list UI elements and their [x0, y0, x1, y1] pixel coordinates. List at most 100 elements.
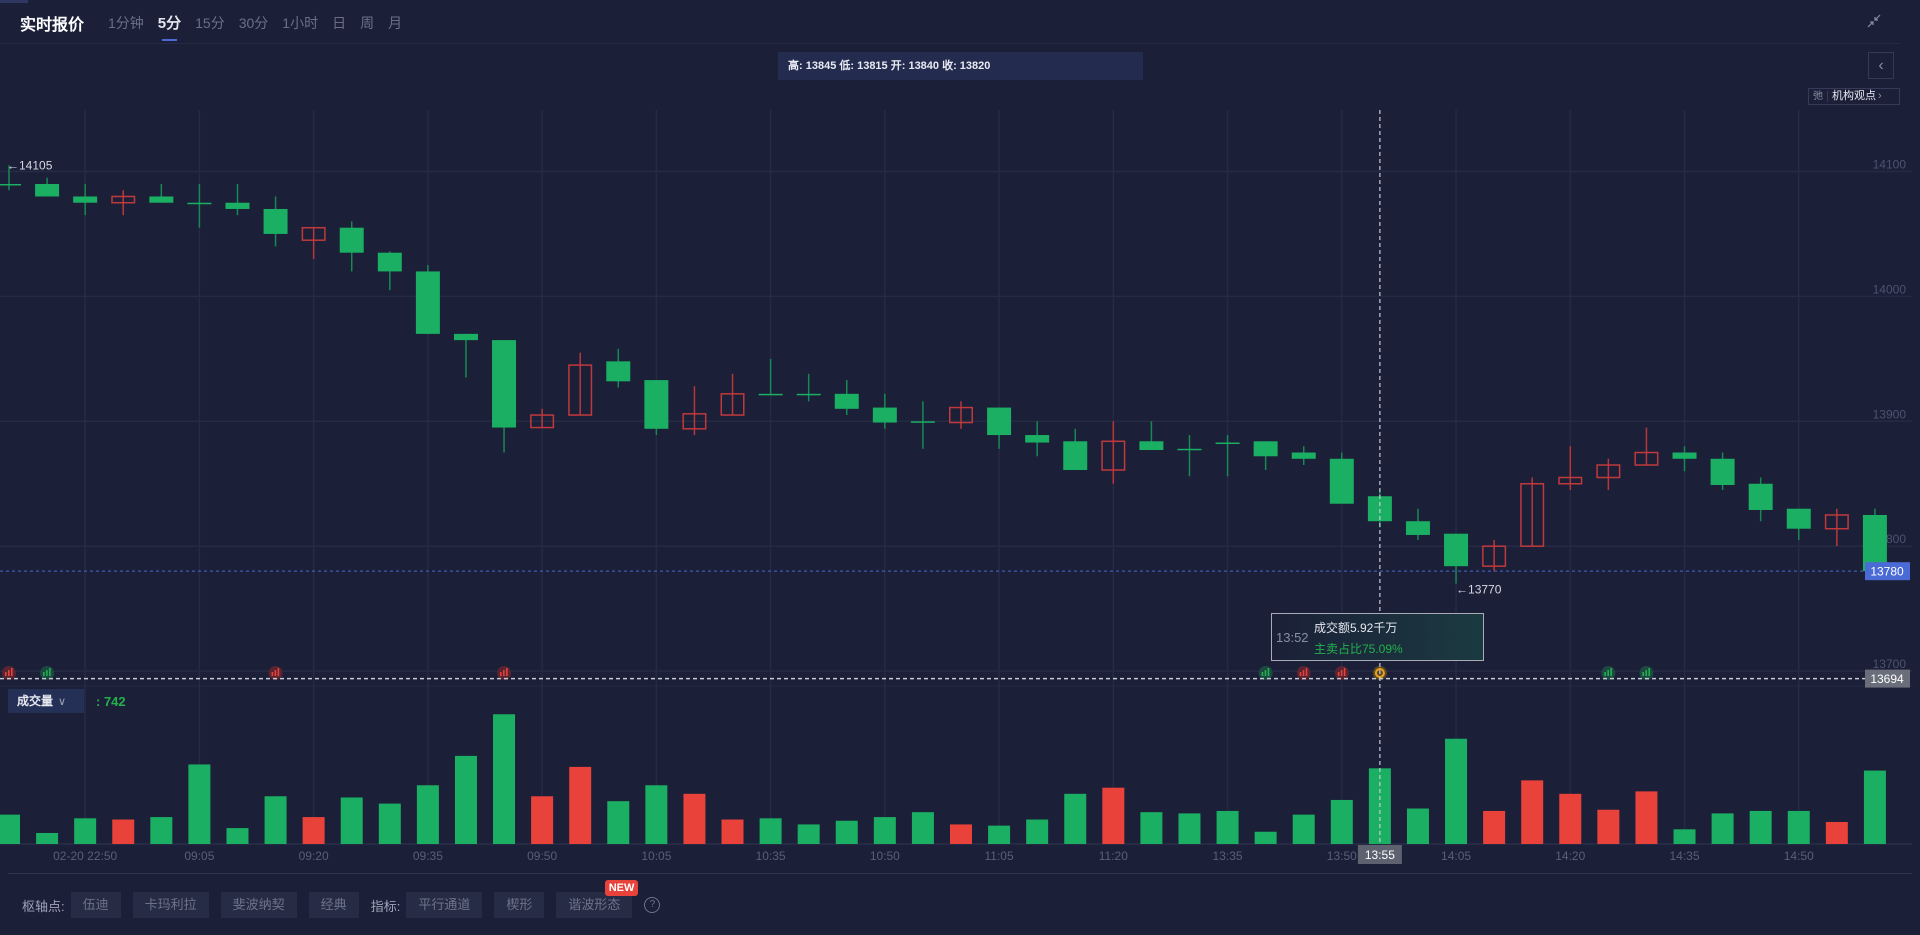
help-icon[interactable]: ? — [644, 897, 661, 913]
time-axis-label: 10:05 — [641, 849, 671, 863]
signal-bar — [500, 672, 502, 676]
collapse-arrows-icon[interactable] — [1866, 13, 1882, 29]
volume-bar — [911, 812, 934, 844]
volume-bar — [607, 801, 630, 844]
tab-30min[interactable]: 30分 — [238, 15, 269, 31]
pivot-fibonacci-button[interactable]: 斐波纳契 — [220, 892, 297, 918]
pivot-camarilla-button[interactable]: 卡玛利拉 — [132, 892, 209, 918]
volume-bar — [1749, 810, 1772, 844]
chevron-right-icon: › — [1878, 90, 1882, 102]
volume-select-label: 成交量 — [17, 694, 54, 708]
volume-bar — [645, 785, 668, 844]
candle-body — [1824, 514, 1849, 530]
volume-bar — [454, 755, 477, 844]
crosshair-price-label: 13694 — [1870, 672, 1904, 686]
volume-bar — [1673, 829, 1696, 844]
signal-bar — [271, 672, 274, 676]
time-axis-label: 11:05 — [985, 849, 1014, 863]
y-axis-label: 13700 — [1873, 657, 1907, 671]
candle-body — [758, 393, 783, 396]
candle-body — [1139, 441, 1164, 451]
candle-body — [1444, 533, 1469, 567]
harmonic-pattern-button[interactable]: 谐波形态 NEW — [556, 880, 639, 918]
tab-1min[interactable]: 1分钟 — [108, 15, 144, 31]
candle-body — [796, 393, 821, 396]
time-axis-label: 14:05 — [1441, 849, 1471, 863]
viewpoint-label: 机构观点 — [1832, 90, 1876, 102]
y-axis-label: 14000 — [1873, 282, 1907, 296]
tab-5min[interactable]: 5分 — [158, 12, 181, 41]
volume-bar — [378, 803, 401, 844]
institution-viewpoint-button[interactable]: 弛 机构观点 › — [1808, 88, 1900, 105]
time-axis-label: 14:50 — [1784, 849, 1814, 863]
signal-bar — [43, 672, 45, 676]
signal-bar — [11, 668, 13, 676]
volume-bar — [188, 764, 211, 844]
time-axis-label: 14:20 — [1555, 849, 1585, 863]
pivot-classic-button[interactable]: 经典 — [308, 892, 359, 918]
candle-body — [606, 361, 631, 382]
header: 实时报价 1分钟 5分 15分 30分 1小时 日 周 月 — [0, 0, 1900, 44]
tab-day[interactable]: 日 — [332, 15, 347, 31]
volume-bar — [1216, 810, 1239, 844]
volume-bar — [1445, 738, 1468, 844]
time-axis-label: 09:05 — [184, 849, 214, 863]
volume-bar — [36, 832, 59, 844]
candle-body — [453, 333, 478, 341]
candle-body — [1862, 514, 1887, 572]
signal-bar — [1302, 670, 1305, 676]
volume-bar — [1064, 793, 1087, 844]
parallel-channel-button[interactable]: 平行通道 — [406, 892, 483, 918]
tab-week[interactable]: 周 — [360, 15, 375, 31]
volume-bar — [1521, 780, 1544, 844]
divider — [8, 873, 1912, 874]
max-price-marker: ←14105 — [7, 158, 53, 172]
volume-indicator-select[interactable]: 成交量 ∨ — [8, 689, 84, 713]
volume-bar — [721, 819, 744, 844]
signal-bar — [1645, 670, 1648, 676]
time-axis-label: 13:50 — [1327, 849, 1357, 863]
candle-body — [225, 202, 250, 209]
candle-body — [682, 413, 707, 430]
signal-bar — [1607, 670, 1609, 676]
drawing-toolbar: 枢轴点: 伍迪 卡玛利拉 斐波纳契 经典 指标: 平行通道 楔形 谐波形态 NEW… — [22, 880, 661, 918]
volume-bar — [226, 828, 249, 844]
indicator-label: 指标: — [370, 898, 401, 914]
candle-body — [1482, 545, 1507, 567]
chevron-left-icon[interactable]: ‹ — [1868, 52, 1894, 79]
candle-body — [35, 183, 60, 197]
candle-body — [720, 393, 745, 416]
time-axis-label: 09:20 — [299, 849, 329, 863]
candle-body — [301, 226, 326, 241]
volume-bar — [1559, 793, 1582, 844]
signal-bar — [1604, 672, 1606, 676]
time-axis-label: 14:35 — [1670, 849, 1700, 863]
pivot-woodie-button[interactable]: 伍迪 — [70, 892, 121, 918]
y-axis-label: 13900 — [1873, 407, 1907, 421]
candle-body — [1634, 451, 1659, 466]
volume-bar — [1863, 770, 1886, 844]
tab-1hour[interactable]: 1小时 — [282, 15, 319, 31]
tab-15min[interactable]: 15分 — [195, 15, 225, 31]
tab-month[interactable]: 月 — [388, 15, 403, 31]
signal-bar — [1340, 670, 1343, 676]
candle-body — [415, 271, 440, 334]
candle-body — [111, 195, 136, 204]
new-badge: NEW — [604, 880, 639, 896]
signal-bar — [503, 670, 505, 676]
candle-body — [1710, 458, 1735, 485]
time-axis-label: 13:35 — [1213, 849, 1243, 863]
corner-accent — [0, 0, 28, 3]
volume-bar — [1330, 799, 1353, 844]
signal-bar — [46, 670, 48, 676]
candle-body — [1253, 441, 1278, 457]
crosshair-price-tag — [1865, 669, 1910, 688]
wedge-button[interactable]: 楔形 — [494, 892, 545, 918]
volume-bar — [1787, 810, 1810, 844]
last-price-label: 13780 — [1870, 565, 1904, 579]
candle-body — [1215, 442, 1240, 445]
tooltip-time: 13:52 — [1276, 630, 1309, 645]
candle-body — [987, 407, 1012, 436]
volume-bar — [683, 793, 706, 844]
